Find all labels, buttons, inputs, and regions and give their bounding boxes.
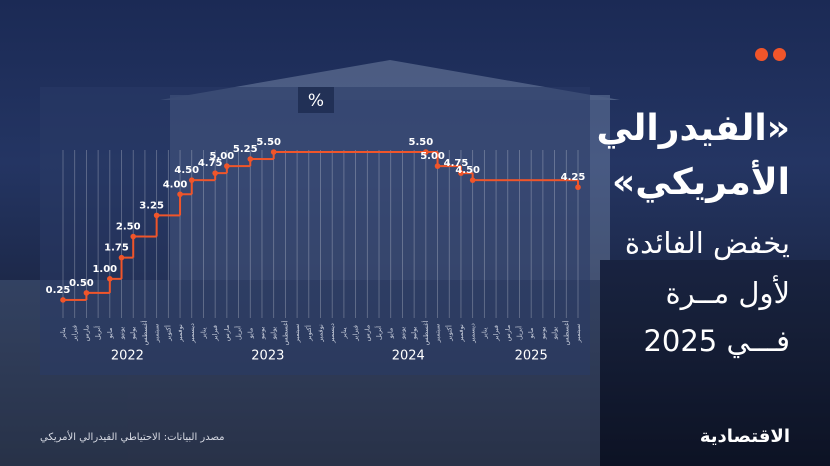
x-tick-label: أغسطس	[561, 320, 570, 345]
x-tick-label: يوليو	[551, 327, 559, 341]
headline-line: لأول مــرة	[665, 276, 790, 310]
x-tick-label: فبراير	[492, 325, 500, 342]
value-label: 5.25	[233, 144, 258, 155]
x-tick-label: أكتوبر	[163, 325, 172, 342]
x-tick-label: سبتمبر	[293, 324, 301, 344]
rate-point	[224, 163, 230, 169]
value-label: 5.00	[210, 151, 235, 162]
x-tick-label: يونيو	[398, 327, 406, 340]
rate-point	[130, 233, 137, 240]
value-label: 4.50	[174, 165, 199, 176]
x-tick-label: نوفمبر	[457, 324, 465, 343]
x-tick-label: نوفمبر	[317, 324, 325, 343]
headline-line: «الفيدرالي	[596, 108, 790, 149]
brand-dot	[773, 48, 786, 61]
x-tick-label: أبريل	[514, 326, 523, 340]
x-tick-label: سبتمبر	[574, 324, 582, 344]
value-label: 3.25	[139, 200, 164, 211]
value-label: 4.50	[455, 165, 480, 176]
rate-point	[423, 149, 429, 155]
source-note: مصدر البيانات: الاحتياطي الفيدرالي الأمر…	[40, 432, 225, 443]
x-tick-label: ديسمبر	[188, 323, 196, 344]
value-label: 1.75	[104, 243, 129, 254]
brand-logo: الاقتصادية	[699, 426, 790, 447]
x-tick-label: مارس	[82, 325, 90, 342]
rate-point	[60, 297, 66, 303]
x-tick-label: سبتمبر	[434, 324, 442, 344]
x-tick-label: أكتوبر	[304, 325, 313, 342]
x-tick-label: مايو	[246, 328, 254, 340]
x-tick-label: فبراير	[71, 325, 79, 342]
x-tick-label: أغسطس	[140, 320, 149, 345]
unit-label: %	[308, 91, 324, 111]
unit-box	[298, 87, 334, 113]
x-tick-label: يناير	[340, 327, 348, 339]
year-label: 2022	[111, 349, 144, 364]
rate-point	[247, 156, 254, 162]
x-tick-label: ديسمبر	[328, 323, 336, 344]
chart-panel	[40, 87, 590, 375]
x-tick-label: أغسطس	[421, 320, 430, 345]
value-label: 4.75	[444, 158, 469, 169]
value-label: 5.00	[420, 151, 445, 162]
rate-point	[458, 170, 464, 176]
x-tick-label: مايو	[387, 328, 395, 340]
x-tick-label: يوليو	[129, 327, 137, 341]
rate-point	[270, 149, 277, 155]
x-tick-label: مارس	[223, 325, 231, 342]
rate-point	[153, 212, 160, 219]
brand-dot	[755, 48, 768, 61]
x-tick-label: يناير	[59, 327, 67, 339]
year-label: 2024	[392, 349, 425, 364]
headline-line: الأمريكي»	[612, 162, 790, 203]
x-tick-label: أبريل	[374, 326, 383, 340]
headline-line: يخفض الفائدة	[624, 226, 790, 260]
x-tick-label: فبراير	[211, 325, 219, 342]
rate-point	[188, 177, 195, 183]
x-tick-label: أكتوبر	[444, 325, 453, 342]
x-tick-label: مايو	[527, 328, 535, 340]
rate-point	[575, 184, 581, 191]
rate-point	[107, 276, 113, 282]
x-tick-label: أغسطس	[280, 320, 289, 345]
x-tick-label: سبتمبر	[153, 324, 161, 344]
x-tick-label: مارس	[504, 325, 512, 342]
rate-point	[434, 163, 441, 169]
x-tick-label: يونيو	[539, 327, 547, 340]
x-tick-label: مايو	[106, 328, 114, 340]
value-label: 5.50	[256, 137, 281, 148]
value-label: 4.00	[163, 179, 188, 190]
x-tick-label: ديسمبر	[469, 323, 477, 344]
value-label: 0.25	[46, 285, 71, 296]
rate-point	[83, 290, 90, 296]
value-label: 4.25	[561, 172, 586, 183]
value-label: 5.50	[408, 137, 433, 148]
value-label: 4.75	[198, 158, 223, 169]
x-tick-label: أبريل	[234, 326, 243, 340]
x-tick-label: يوليو	[410, 327, 418, 341]
value-label: 0.50	[69, 278, 94, 289]
x-tick-label: يوليو	[270, 327, 278, 341]
value-label: 2.50	[116, 222, 141, 233]
x-tick-label: أبريل	[93, 326, 102, 340]
headline-line: فـــي 2025	[643, 324, 790, 358]
x-tick-label: يناير	[199, 327, 207, 339]
rate-point	[212, 170, 218, 176]
x-tick-label: يونيو	[258, 327, 266, 340]
x-tick-label: يناير	[480, 327, 488, 339]
value-label: 1.00	[92, 264, 117, 275]
rate-point	[469, 177, 476, 183]
year-label: 2023	[251, 349, 284, 364]
x-tick-label: يونيو	[118, 327, 126, 340]
x-tick-label: مارس	[363, 325, 371, 342]
x-tick-label: نوفمبر	[176, 324, 184, 343]
rate-point	[118, 254, 125, 261]
rate-point	[177, 191, 183, 198]
year-label: 2025	[515, 349, 548, 364]
x-tick-label: فبراير	[352, 325, 360, 342]
